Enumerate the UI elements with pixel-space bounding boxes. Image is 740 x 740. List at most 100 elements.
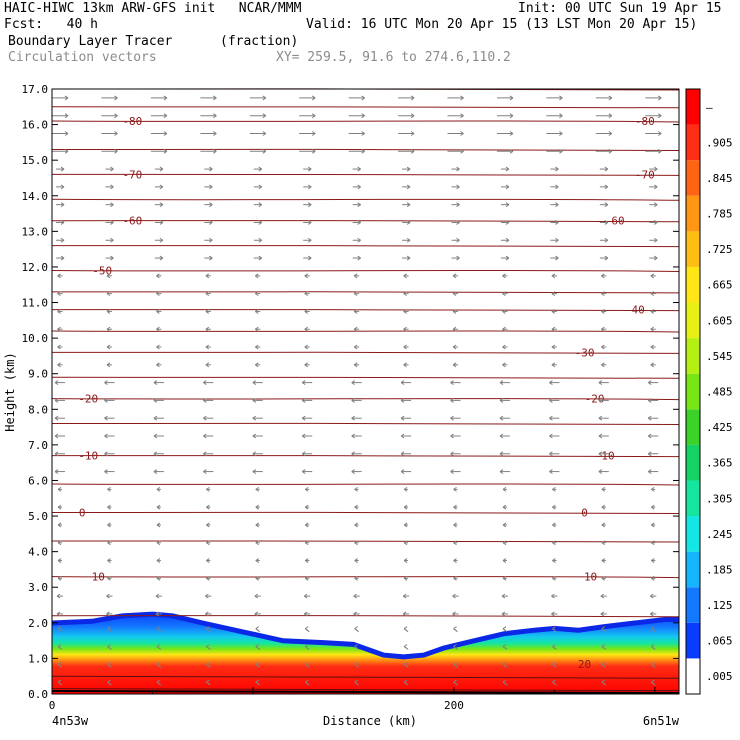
- circulation-vector-head: [153, 451, 158, 457]
- terrain-line: [51, 690, 680, 694]
- circulation-vector-head: [156, 626, 161, 632]
- isotherm-label: -20: [78, 393, 98, 406]
- circulation-vector-head: [206, 644, 210, 649]
- colorbar-swatch: [686, 338, 700, 374]
- circulation-vector-head: [551, 291, 556, 297]
- circulation-vector-head: [452, 362, 457, 368]
- circulation-vector-head: [453, 504, 457, 510]
- circulation-vector-head: [410, 113, 415, 119]
- y-tick-label: 11.0: [22, 297, 49, 310]
- circulation-vector-head: [56, 611, 61, 617]
- circulation-vector-head: [205, 326, 210, 332]
- circulation-vector-head: [601, 661, 606, 667]
- circulation-vector-head: [403, 326, 407, 332]
- circulation-vector-head: [549, 433, 553, 439]
- contour-line: [51, 576, 680, 579]
- circulation-vector-head: [357, 166, 361, 172]
- circulation-vector-head: [107, 661, 111, 667]
- circulation-vector-head: [57, 291, 61, 297]
- circulation-vector-head: [400, 397, 405, 403]
- circulation-vector-head: [361, 113, 365, 119]
- circulation-vector-head: [650, 575, 655, 581]
- circulation-vector-head: [601, 486, 606, 492]
- colorbar-swatch: [686, 480, 700, 517]
- circulation-vector-head: [509, 131, 514, 136]
- circulation-vector-head: [156, 344, 160, 350]
- circulation-vector-head: [156, 575, 161, 581]
- circulation-vector-head: [403, 644, 408, 649]
- circulation-vector-head: [357, 220, 361, 225]
- circulation-vector-head: [57, 575, 62, 581]
- circulation-vector-head: [653, 237, 658, 243]
- circulation-vector-head: [502, 504, 507, 510]
- circulation-vector-head: [551, 362, 556, 368]
- circulation-vector-head: [608, 95, 613, 101]
- isotherm-label: 10: [584, 571, 597, 584]
- circulation-vector-head: [156, 326, 160, 332]
- circulation-vector-head: [400, 469, 405, 474]
- circulation-vector-head: [307, 202, 312, 208]
- circulation-vector-head: [156, 522, 161, 528]
- circulation-vector-head: [410, 131, 415, 136]
- circulation-vector-head: [104, 469, 108, 474]
- circulation-vector-head: [552, 679, 556, 685]
- circulation-vector-head: [460, 131, 464, 136]
- circulation-vector-head: [311, 95, 316, 101]
- circulation-vector-head: [353, 309, 358, 314]
- circulation-vector-head: [54, 451, 59, 457]
- circulation-vector-head: [502, 344, 506, 350]
- isotherm-label: -80: [122, 115, 142, 128]
- circulation-vector-head: [258, 202, 263, 208]
- circulation-vector-head: [357, 202, 361, 208]
- circulation-vector-head: [255, 273, 259, 279]
- y-tick-label: 15.0: [22, 154, 49, 167]
- colorbar-swatch: [686, 373, 700, 410]
- contour-line: [51, 330, 680, 333]
- y-tick-label: 3.0: [28, 581, 48, 594]
- circulation-vector-head: [551, 344, 556, 350]
- circulation-vector-head: [650, 661, 655, 667]
- circulation-vector-head: [453, 522, 457, 528]
- circulation-vector-head: [114, 113, 118, 119]
- circulation-vector-head: [499, 433, 504, 439]
- circulation-vector-head: [450, 469, 454, 474]
- contour-line: [51, 376, 680, 379]
- circulation-vector-head: [604, 237, 609, 243]
- contour-line: [51, 106, 680, 109]
- circulation-vector-head: [64, 131, 69, 136]
- circulation-vector-head: [354, 644, 358, 649]
- circulation-vector-head: [649, 593, 654, 599]
- circulation-vector-head: [159, 220, 164, 225]
- colorbar-swatch: [686, 195, 700, 232]
- circulation-vector-head: [205, 291, 210, 297]
- circulation-vector-head: [163, 113, 168, 119]
- circulation-vector-head: [304, 486, 309, 492]
- y-tick-label: 17.0: [22, 83, 49, 96]
- circulation-vector-head: [206, 486, 210, 492]
- circulation-vector-head: [255, 644, 260, 649]
- circulation-vector-head: [650, 540, 655, 546]
- circulation-vector-head: [64, 113, 69, 119]
- circulation-vector-head: [258, 255, 263, 261]
- circulation-vector-head: [453, 486, 457, 492]
- circulation-vector-head: [203, 397, 207, 403]
- circulation-vector-head: [114, 148, 118, 154]
- x-axis-title: Distance (km): [323, 714, 417, 728]
- circulation-vector-head: [598, 380, 603, 386]
- contour-line: [51, 688, 680, 692]
- circulation-vector-head: [400, 451, 405, 457]
- circulation-vector-head: [650, 326, 655, 332]
- circulation-vector-head: [354, 522, 358, 528]
- circulation-vector-head: [551, 593, 555, 599]
- contour-line: [51, 540, 680, 543]
- circulation-vector-head: [647, 469, 652, 474]
- circulation-vector-head: [213, 113, 217, 119]
- circulation-vector-head: [403, 540, 408, 546]
- circulation-vector-head: [601, 679, 606, 685]
- circulation-vector-head: [311, 131, 316, 136]
- y-tick-label: 14.0: [22, 190, 49, 203]
- circulation-vector-head: [601, 504, 606, 510]
- circulation-vector-head: [600, 611, 605, 617]
- circulation-vector-head: [205, 309, 210, 314]
- circulation-vector-head: [453, 644, 457, 649]
